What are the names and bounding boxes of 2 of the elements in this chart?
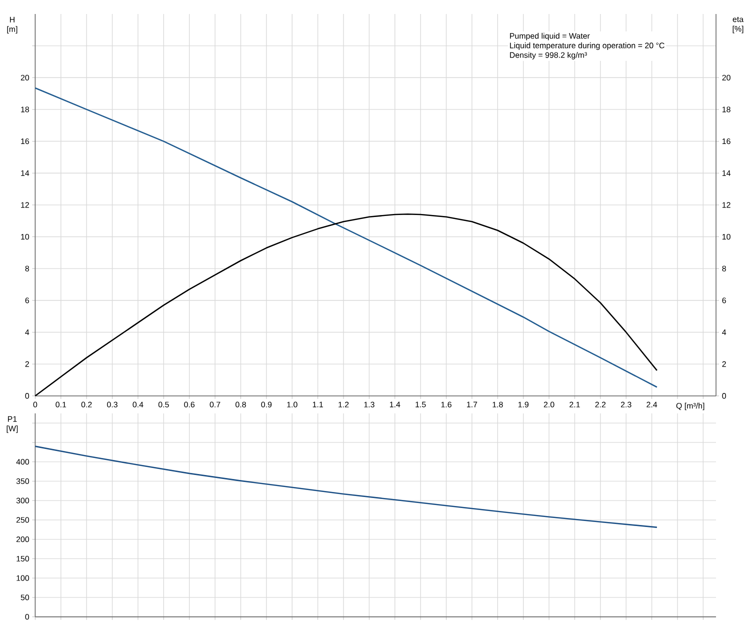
line-series [34,87,658,388]
line-series [34,446,658,528]
